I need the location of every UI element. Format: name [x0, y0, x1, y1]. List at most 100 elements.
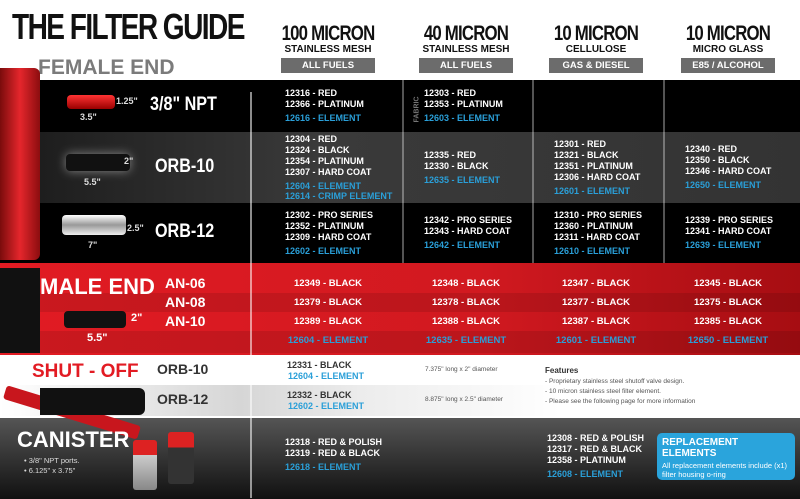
part-list: 12301 - RED 12321 - BLACK 12351 - PLATINUM…	[554, 136, 640, 199]
canister-title: CANISTER	[17, 427, 130, 452]
canister-bullet: • 3/8" NPT ports.	[24, 456, 80, 465]
part-number: 12346 - HARD COAT	[685, 166, 772, 176]
part-number: 12353 - PLATINUM	[424, 99, 503, 109]
element-part-number: 12614 - CRIMP ELEMENT	[285, 190, 393, 201]
part-number: 12348 - BLACK	[431, 278, 501, 289]
element-part-number: 12604 - ELEMENT	[287, 335, 369, 346]
part-list: 12302 - PRO SERIES 12352 - PLATINUM 12309 …	[285, 207, 373, 259]
dimension: 3.5"	[80, 112, 97, 122]
row-orb10-band	[0, 132, 800, 203]
element-part-number: 12618 - ELEMENT	[285, 462, 362, 472]
part-list: 12303 - RED 12353 - PLATINUM 12603 - ELEME…	[424, 84, 503, 128]
male-end-title: MALE END	[40, 274, 155, 299]
shutoff-fitting-label: ORB-10	[157, 361, 209, 377]
fitting-label: ORB-12	[155, 221, 215, 242]
element-part-number: 12635 - ELEMENT	[425, 335, 507, 346]
fuel-type-badge: E85 / ALCOHOL	[681, 58, 775, 73]
dimension: 1.25"	[116, 96, 138, 106]
micron-rating: 100 MICRON	[281, 22, 376, 45]
part-number: 12317 - RED & BLACK	[547, 443, 643, 454]
part-number: 12303 - RED	[424, 88, 477, 98]
element-part-number: 12603 - ELEMENT	[424, 113, 501, 123]
media-type: CELLULOSE	[565, 44, 627, 55]
filter-image-male	[64, 311, 126, 328]
column-header: 10 MICRON MICRO GLASS E85 / ALCOHOL	[663, 22, 793, 73]
part-list: 12339 - PRO SERIES 12341 - HARD COAT 12639…	[685, 207, 773, 259]
part-number: 12341 - HARD COAT	[685, 226, 772, 236]
section-female-end: FEMALE END	[38, 56, 175, 79]
row-orb12-band	[0, 203, 800, 263]
part-number: 12389 - BLACK	[293, 316, 363, 327]
fitting-label: ORB-10	[155, 155, 215, 177]
canister-bullet: • 6.125" x 3.75"	[24, 466, 76, 475]
dimension: 5.5"	[84, 177, 101, 187]
canister-image-black	[168, 432, 194, 484]
part-number: 12324 - BLACK	[285, 144, 350, 155]
part-list: 12318 - RED & POLISH 12319 - RED & BLACK 1…	[285, 430, 382, 480]
part-number: 12347 - BLACK	[561, 278, 631, 289]
filter-image-orb10	[66, 154, 130, 171]
fitting-label: 3/8" NPT	[150, 94, 217, 115]
feature-item: - Proprietary stainless steel shutoff va…	[545, 378, 685, 385]
micron-rating: 10 MICRON	[685, 22, 771, 45]
fitting-image-black	[0, 268, 40, 353]
column-header: 40 MICRON STAINLESS MESH ALL FUELS	[401, 22, 531, 73]
canister-image-polish	[133, 440, 157, 490]
shutoff-band-1	[0, 355, 800, 385]
part-number: 12360 - PLATINUM	[554, 220, 633, 231]
part-number: 12388 - BLACK	[431, 316, 501, 327]
part-number: 12375 - BLACK	[693, 297, 763, 308]
part-number: 12379 - BLACK	[293, 297, 363, 308]
shutoff-title: SHUT - OFF	[32, 361, 139, 382]
part-list: 12340 - RED 12350 - BLACK 12346 - HARD COA…	[685, 136, 771, 199]
part-number: 12321 - BLACK	[554, 149, 619, 160]
column-divider	[402, 80, 404, 263]
part-number: 12354 - PLATINUM	[285, 155, 364, 166]
part-number: 12335 - RED	[424, 149, 477, 160]
filter-size: 7.375" long x 2" diameter	[425, 366, 498, 373]
part-number: 12351 - PLATINUM	[554, 160, 633, 171]
element-part-number: 12604 - ELEMENT	[288, 371, 365, 381]
media-type: MICRO GLASS	[692, 44, 764, 55]
shutoff-fitting-label: ORB-12	[157, 391, 209, 407]
part-number: 12366 - PLATINUM	[285, 99, 364, 109]
male-dim-height: 2"	[131, 312, 143, 324]
part-list: 12316 - RED 12366 - PLATINUM 12616 - ELEME…	[285, 84, 364, 128]
element-part-number: 12635 - ELEMENT	[424, 174, 501, 185]
part-number: 12350 - BLACK	[685, 155, 750, 165]
part-number: 12345 - BLACK	[693, 278, 763, 289]
filter-image-npt	[67, 95, 115, 109]
dimension: 2"	[124, 156, 134, 166]
dimension: 7"	[88, 240, 98, 250]
part-number: 12304 - RED	[285, 133, 338, 144]
column-header: 10 MICRON CELLULOSE GAS & DIESEL	[531, 23, 661, 73]
dimension: 2.5"	[127, 223, 144, 233]
part-number: 12378 - BLACK	[431, 297, 501, 308]
element-part-number: 12602 - ELEMENT	[288, 401, 365, 411]
element-part-number: 12642 - ELEMENT	[424, 240, 501, 250]
part-number: 12377 - BLACK	[561, 297, 631, 308]
element-part-number: 12610 - ELEMENT	[554, 245, 631, 256]
part-list: 12335 - RED 12330 - BLACK 12635 - ELEMENT	[424, 136, 500, 199]
element-part-number: 12650 - ELEMENT	[685, 180, 762, 190]
replacement-elements-callout: REPLACEMENT ELEMENTS All replacement ele…	[657, 433, 795, 480]
filter-size: 8.875" long x 2.5" diameter	[425, 396, 503, 403]
fuel-type-badge: ALL FUELS	[419, 58, 513, 73]
feature-item: - Please see the following page for more…	[545, 398, 696, 405]
part-number: 12385 - BLACK	[693, 316, 763, 327]
micron-rating: 40 MICRON	[423, 22, 509, 45]
row-npt-band	[0, 80, 800, 132]
callout-title: REPLACEMENT ELEMENTS	[662, 437, 739, 459]
part-number: 12306 - HARD COAT	[554, 171, 641, 182]
filter-image-orb12	[62, 215, 126, 235]
part-number: 12358 - PLATINUM	[547, 454, 626, 465]
part-list: 12310 - PRO SERIES 12360 - PLATINUM 12311 …	[554, 207, 642, 259]
media-type: STAINLESS MESH	[284, 44, 372, 55]
column-header: 100 MICRON STAINLESS MESH ALL FUELS	[263, 22, 393, 73]
part-number: 12352 - PLATINUM	[285, 220, 364, 231]
part-number: 12349 - BLACK	[293, 278, 363, 289]
male-fitting-label: AN-10	[165, 313, 206, 329]
fuel-type-badge: GAS & DIESEL	[549, 58, 643, 73]
part-list: 12342 - PRO SERIES 12343 - HARD COAT 12642…	[424, 207, 512, 259]
male-dim-length: 5.5"	[87, 332, 108, 344]
